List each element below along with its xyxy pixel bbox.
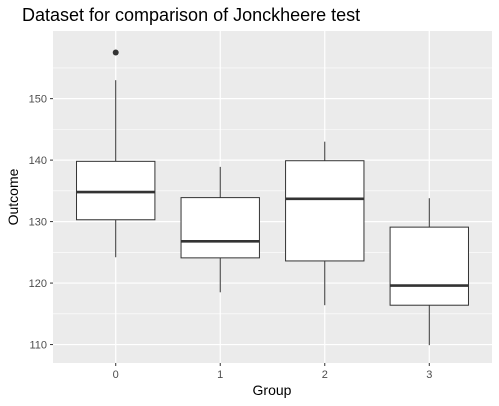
box — [180, 197, 260, 259]
box — [76, 160, 156, 221]
box-group-2 — [285, 141, 365, 306]
chart-title: Dataset for comparison of Jonckheere tes… — [22, 5, 360, 25]
y-axis-title: Outcome — [5, 168, 21, 225]
box-group-1 — [180, 166, 260, 293]
y-tick-label: 110 — [29, 340, 47, 352]
outlier-point — [112, 49, 119, 56]
box-group-0 — [76, 49, 156, 258]
x-tick-label: 3 — [426, 369, 432, 381]
y-tick-label: 140 — [29, 155, 47, 167]
y-tick-label: 130 — [29, 217, 47, 229]
x-axis-title: Group — [253, 382, 292, 398]
x-tick-label: 1 — [217, 369, 223, 381]
y-tick-label: 120 — [29, 278, 47, 290]
box — [285, 160, 365, 262]
box-group-3 — [389, 198, 469, 346]
x-tick-label: 2 — [322, 369, 328, 381]
x-tick-label: 0 — [113, 369, 119, 381]
x-axis: 0 1 2 3 — [113, 363, 432, 381]
boxes — [76, 49, 469, 346]
box — [389, 226, 469, 306]
y-tick-label: 150 — [29, 94, 47, 106]
y-axis: 110 120 130 140 150 — [29, 94, 53, 352]
